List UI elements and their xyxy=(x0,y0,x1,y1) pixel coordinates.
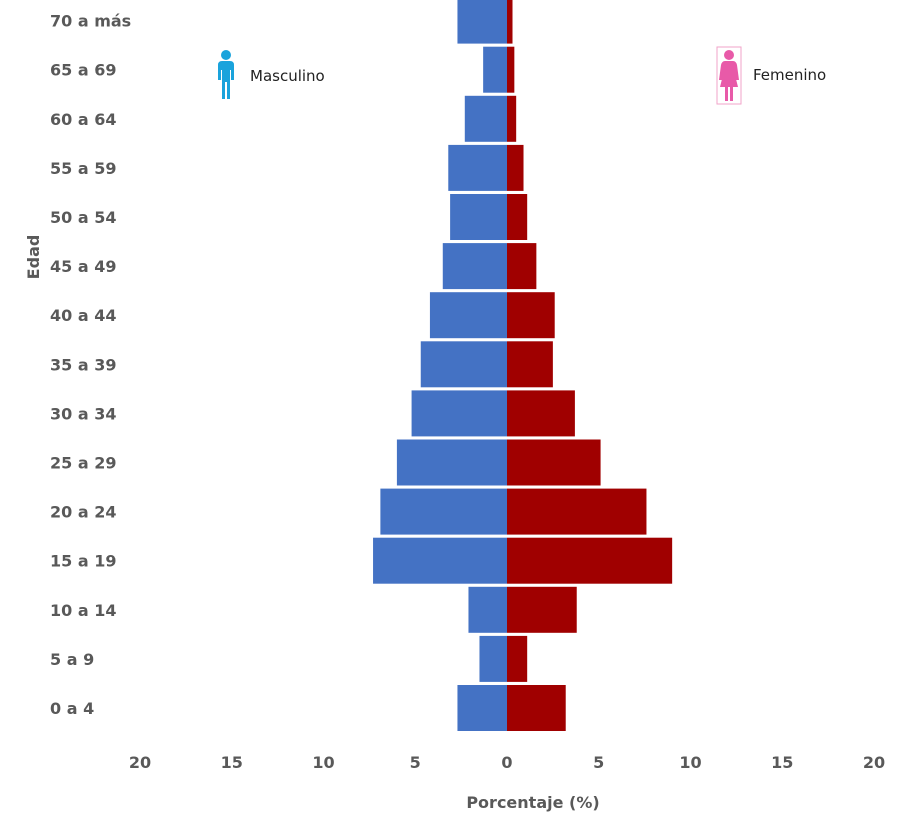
y-tick-label: 25 a 29 xyxy=(50,454,116,473)
bar-femenino-65-a-69 xyxy=(507,46,515,93)
female-person-icon xyxy=(719,50,739,101)
x-tick-label: 15 xyxy=(771,753,793,772)
legend-masculino: Masculino xyxy=(218,50,325,99)
bar-femenino-50-a-54 xyxy=(507,194,528,240)
legend-label-femenino: Femenino xyxy=(753,66,826,84)
legend-label-masculino: Masculino xyxy=(250,67,325,85)
bar-masculino-65-a-69 xyxy=(483,46,507,93)
bar-masculino-5-a-9 xyxy=(479,635,507,682)
x-axis-label: Porcentaje (%) xyxy=(466,793,599,812)
female-bars xyxy=(507,0,673,731)
bar-masculino-15-a-19 xyxy=(373,537,507,584)
y-tick-label: 30 a 34 xyxy=(50,404,116,423)
bar-masculino-40-a-44 xyxy=(429,292,507,339)
y-tick-label: 55 a 59 xyxy=(50,159,116,178)
x-tick-label: 10 xyxy=(679,753,701,772)
bar-femenino-0-a-4 xyxy=(507,685,566,731)
y-tick-label: 10 a 14 xyxy=(50,601,116,620)
y-tick-label: 65 a 69 xyxy=(50,61,116,80)
y-axis-label: Edad xyxy=(24,235,43,280)
y-tick-label: 5 a 9 xyxy=(50,650,94,669)
bar-masculino-25-a-29 xyxy=(396,439,507,486)
x-tick-label: 10 xyxy=(312,753,334,772)
x-tick-label: 20 xyxy=(863,753,885,772)
y-tick-label: 60 a 64 xyxy=(50,110,116,129)
y-tick-label: 40 a 44 xyxy=(50,306,116,325)
x-tick-label: 5 xyxy=(593,753,604,772)
y-tick-label: 0 a 4 xyxy=(50,699,94,718)
bar-femenino-40-a-44 xyxy=(507,292,555,339)
bar-masculino-60-a-64 xyxy=(464,95,507,142)
bar-masculino-45-a-49 xyxy=(442,243,507,290)
bar-femenino-70-a-más xyxy=(507,0,513,44)
y-tick-label: 35 a 39 xyxy=(50,355,116,374)
x-tick-label: 5 xyxy=(410,753,421,772)
bar-femenino-55-a-59 xyxy=(507,144,524,191)
y-tick-label: 20 a 24 xyxy=(50,503,116,522)
bar-masculino-35-a-39 xyxy=(420,341,507,388)
legend-femenino: Femenino xyxy=(716,46,826,105)
bar-masculino-20-a-24 xyxy=(380,488,507,535)
bar-femenino-30-a-34 xyxy=(507,390,575,437)
y-tick-label: 15 a 19 xyxy=(50,552,116,571)
bar-femenino-35-a-39 xyxy=(507,341,553,388)
bar-masculino-0-a-4 xyxy=(457,685,507,731)
y-tick-label: 45 a 49 xyxy=(50,257,116,276)
bar-femenino-45-a-49 xyxy=(507,243,537,290)
y-tick-label: 50 a 54 xyxy=(50,208,116,227)
bar-masculino-50-a-54 xyxy=(450,194,507,240)
bar-femenino-5-a-9 xyxy=(507,635,528,682)
y-tick-label: 70 a más xyxy=(50,12,131,31)
x-tick-label: 15 xyxy=(221,753,243,772)
x-axis-tick-labels: 20 15 10 5 0 5 10 15 20 xyxy=(129,753,885,772)
bar-femenino-60-a-64 xyxy=(507,95,517,142)
bar-masculino-10-a-14 xyxy=(468,586,507,633)
bar-femenino-25-a-29 xyxy=(507,439,601,486)
bar-masculino-30-a-34 xyxy=(411,390,507,437)
bar-femenino-20-a-24 xyxy=(507,488,647,535)
male-bars xyxy=(373,0,507,731)
male-person-icon xyxy=(218,50,234,99)
x-tick-label: 20 xyxy=(129,753,151,772)
bar-masculino-55-a-59 xyxy=(448,144,507,191)
bar-masculino-70-a-más xyxy=(457,0,507,44)
x-tick-label: 0 xyxy=(501,753,512,772)
bar-femenino-15-a-19 xyxy=(507,537,673,584)
y-axis-tick-labels: 0 a 4 5 a 9 10 a 14 15 a 19 20 a 24 25 a 29 30… xyxy=(50,12,131,718)
bar-femenino-10-a-14 xyxy=(507,586,577,633)
